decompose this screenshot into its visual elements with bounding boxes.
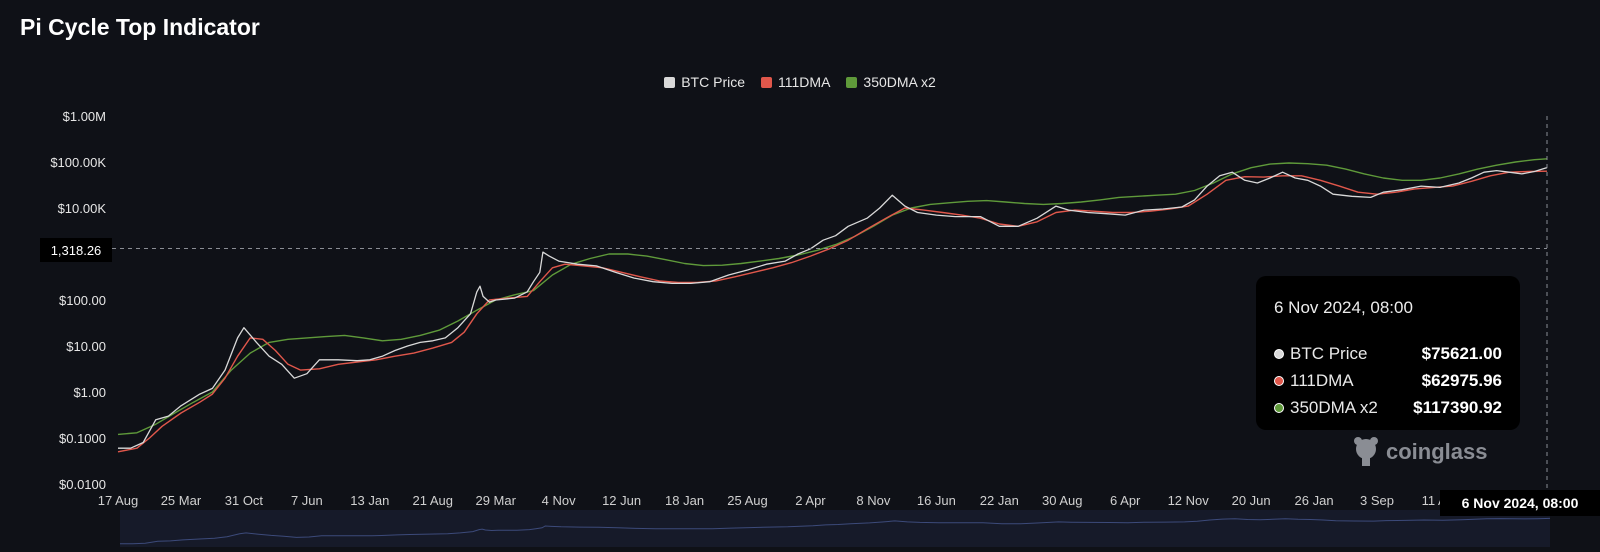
x-tick-label: 25 Aug bbox=[727, 493, 768, 508]
x-tick-label: 21 Aug bbox=[413, 493, 454, 508]
chart-legend: BTC Price 111DMA 350DMA x2 bbox=[0, 74, 1600, 90]
x-tick-label: 4 Nov bbox=[542, 493, 576, 508]
crosshair-x-label: 6 Nov 2024, 08:00 bbox=[1440, 490, 1600, 516]
tooltip-row-btc-price: BTC Price $75621.00 bbox=[1274, 340, 1502, 367]
y-tick-label: $1.00M bbox=[63, 109, 106, 124]
y-tick-label: $100.00K bbox=[50, 155, 106, 170]
x-tick-label: 12 Jun bbox=[602, 493, 641, 508]
legend-label-350dma-x2: 350DMA x2 bbox=[863, 74, 936, 90]
tooltip-name-btc-price: BTC Price bbox=[1290, 343, 1368, 363]
coinglass-watermark: coinglass bbox=[1352, 437, 1487, 467]
tooltip-dot-111dma bbox=[1274, 375, 1284, 386]
x-tick-label: 7 Jun bbox=[291, 493, 323, 508]
tooltip-value-btc-price: $75621.00 bbox=[1421, 343, 1502, 363]
crosshair-y-label: 1,318.26 bbox=[40, 238, 112, 262]
legend-label-111dma: 111DMA bbox=[778, 74, 831, 90]
x-tick-label: 18 Jan bbox=[665, 493, 704, 508]
x-tick-label: 29 Mar bbox=[475, 493, 516, 508]
legend-swatch-111dma bbox=[761, 76, 773, 88]
chart-title: Pi Cycle Top Indicator bbox=[20, 14, 260, 40]
x-tick-label: 31 Oct bbox=[225, 493, 264, 508]
x-tick-label: 2 Apr bbox=[795, 493, 826, 508]
y-tick-label: $10.00 bbox=[66, 339, 106, 354]
legend-item-111dma[interactable]: 111DMA bbox=[761, 74, 830, 90]
tooltip-panel: 6 Nov 2024, 08:00 BTC Price $75621.00 11… bbox=[1256, 276, 1520, 430]
tooltip-name-111dma: 111DMA bbox=[1290, 370, 1354, 390]
legend-item-btc-price[interactable]: BTC Price bbox=[664, 74, 745, 90]
x-tick-label: 12 Nov bbox=[1168, 493, 1210, 508]
x-tick-label: 6 Apr bbox=[1110, 493, 1141, 508]
legend-swatch-350dma-x2 bbox=[846, 76, 858, 88]
series-layer bbox=[117, 158, 1548, 453]
x-tick-label: 20 Jun bbox=[1232, 493, 1271, 508]
tooltip-name-350dma-x2: 350DMA x2 bbox=[1290, 397, 1378, 417]
x-tick-label: 8 Nov bbox=[856, 493, 890, 508]
x-axis: 17 Aug 25 Mar 31 Oct 7 Jun 13 Jan 21 Aug 29 Ma… bbox=[98, 493, 1524, 508]
y-tick-label: $100.00 bbox=[59, 293, 106, 308]
legend-item-350dma-x2[interactable]: 350DMA x2 bbox=[846, 74, 936, 90]
tooltip-value-111dma: $62975.96 bbox=[1421, 370, 1502, 390]
tooltip-dot-btc-price bbox=[1274, 348, 1284, 359]
x-tick-label: 26 Jan bbox=[1295, 493, 1334, 508]
coinglass-logo-icon bbox=[1354, 437, 1378, 466]
watermark-text: coinglass bbox=[1386, 439, 1488, 464]
x-tick-label: 13 Jan bbox=[350, 493, 389, 508]
x-tick-label: 22 Jan bbox=[980, 493, 1019, 508]
tooltip-value-350dma-x2: $117390.92 bbox=[1413, 397, 1502, 417]
series-line-350dma-x2 bbox=[117, 158, 1548, 436]
navigator-line bbox=[120, 517, 1551, 545]
x-tick-label: 3 Sep bbox=[1360, 493, 1394, 508]
tooltip-row-350dma-x2: 350DMA x2 $117390.92 bbox=[1274, 394, 1502, 421]
y-tick-label: $0.1000 bbox=[59, 431, 106, 446]
y-tick-label: $1.00 bbox=[73, 385, 106, 400]
x-tick-label: 17 Aug bbox=[98, 493, 139, 508]
series-line-btc-price bbox=[118, 166, 1548, 449]
y-tick-label: $0.0100 bbox=[59, 477, 106, 492]
y-axis: $0.0100 $0.1000 $1.00 $10.00 $100.00 $10.00K $… bbox=[50, 109, 106, 492]
y-tick-label: $10.00K bbox=[58, 201, 107, 216]
x-tick-label: 25 Mar bbox=[161, 493, 202, 508]
x-tick-label: 30 Aug bbox=[1042, 493, 1083, 508]
navigator-preview bbox=[120, 517, 1551, 545]
tooltip-row-111dma: 111DMA $62975.96 bbox=[1274, 367, 1502, 394]
x-tick-label: 16 Jun bbox=[917, 493, 956, 508]
tooltip-dot-350dma-x2 bbox=[1274, 402, 1284, 413]
tooltip-date: 6 Nov 2024, 08:00 bbox=[1274, 298, 1413, 317]
legend-swatch-btc-price bbox=[664, 76, 676, 88]
legend-label-btc-price: BTC Price bbox=[681, 74, 746, 90]
range-navigator[interactable] bbox=[120, 510, 1551, 547]
